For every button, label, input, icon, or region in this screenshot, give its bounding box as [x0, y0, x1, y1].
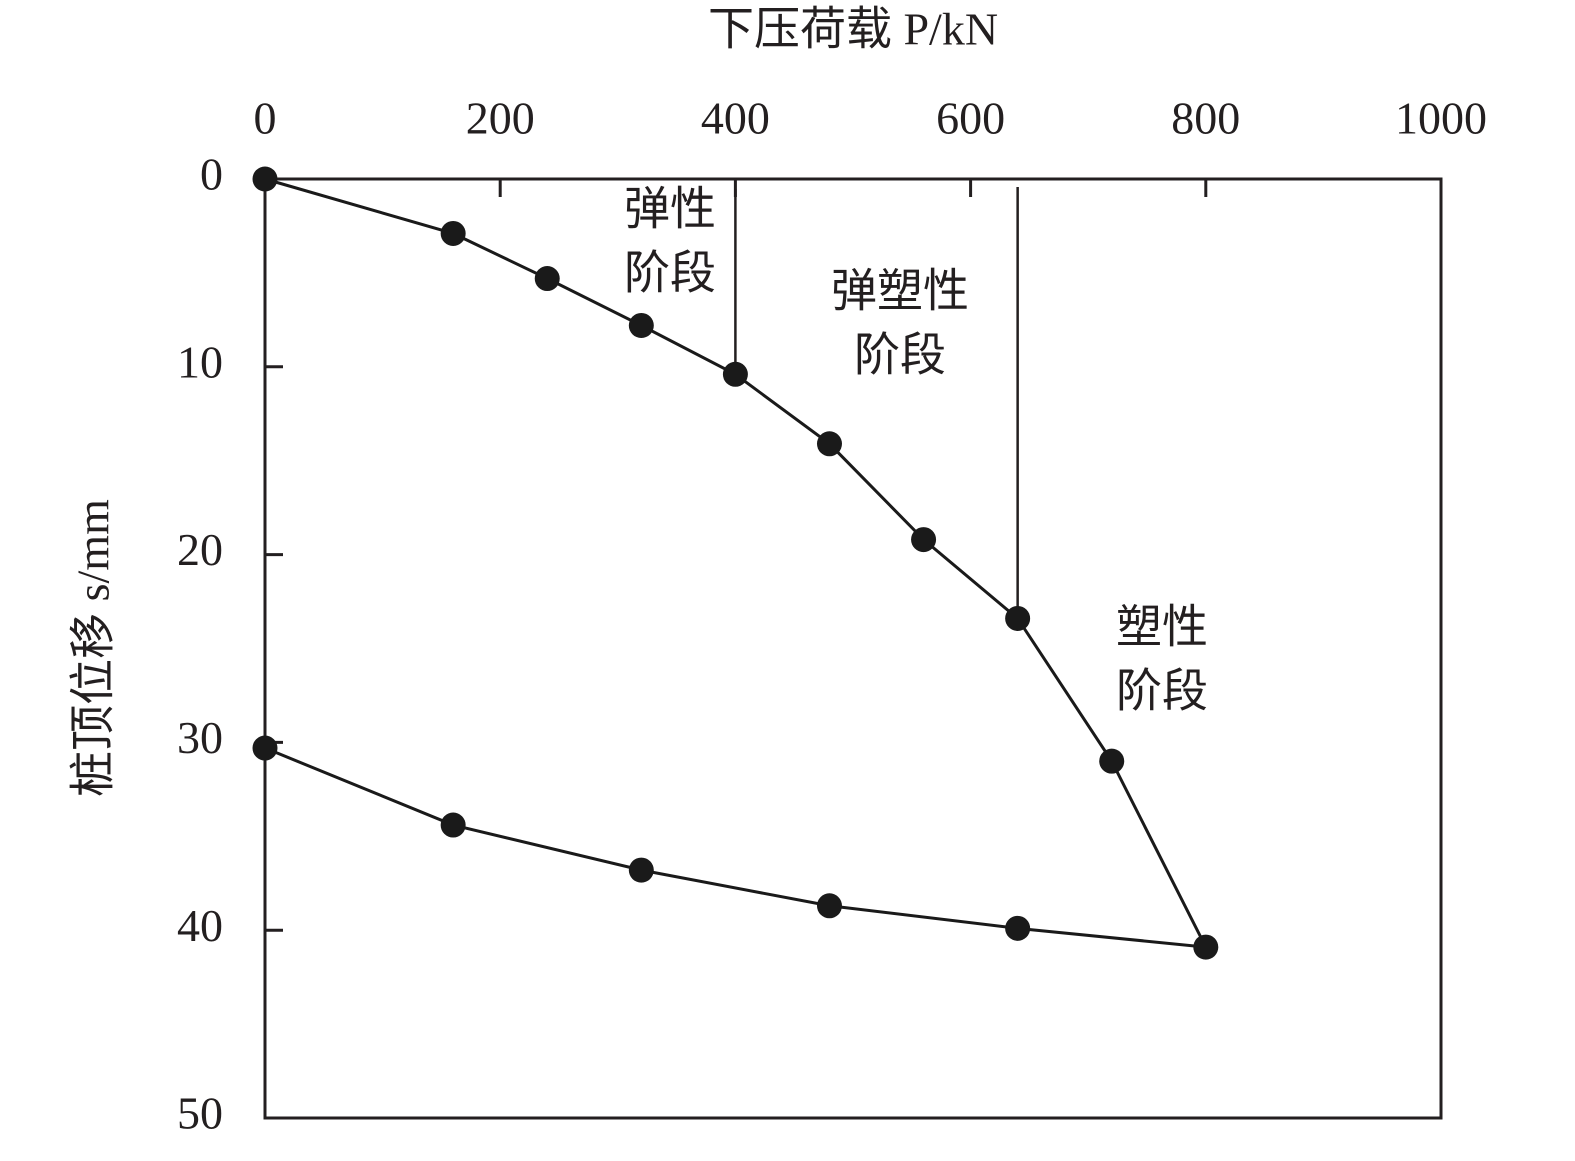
data-point	[252, 166, 278, 192]
x-tick-label: 400	[701, 93, 770, 144]
data-point	[252, 735, 278, 761]
x-tick-label: 200	[466, 93, 535, 144]
x-tick-label: 800	[1171, 93, 1240, 144]
data-point	[911, 527, 937, 553]
data-point	[628, 857, 654, 883]
x-tick-label: 1000	[1395, 93, 1487, 144]
x-tick-label: 0	[254, 93, 277, 144]
data-point	[1005, 915, 1031, 941]
y-tick-label: 30	[177, 712, 223, 763]
plot-frame	[263, 177, 1443, 1120]
phase-label: 阶段	[854, 330, 946, 381]
x-tick-label: 600	[936, 93, 1005, 144]
phase-label: 塑性	[1116, 602, 1208, 653]
y-tick-label: 50	[177, 1088, 223, 1139]
y-tick-label: 20	[177, 524, 223, 575]
data-point	[1005, 605, 1031, 631]
phase-label: 阶段	[1116, 666, 1208, 717]
data-point	[1193, 934, 1219, 960]
data-point	[722, 361, 748, 387]
data-point	[440, 812, 466, 838]
data-point	[816, 431, 842, 457]
data-point	[816, 893, 842, 919]
x-axis-label: 下压荷载 P/kN	[708, 4, 998, 55]
data-point	[534, 266, 560, 292]
phase-label: 弹性	[624, 184, 716, 235]
data-point	[628, 312, 654, 338]
data-point	[440, 220, 466, 246]
y-tick-label: 40	[177, 900, 223, 951]
phase-label: 弹塑性	[831, 266, 969, 317]
phase-label: 阶段	[624, 248, 716, 299]
data-point	[1099, 748, 1125, 774]
y-tick-label: 10	[177, 336, 223, 387]
y-tick-label: 0	[200, 149, 223, 200]
y-axis-label: 桩顶位移 s/mm	[68, 499, 119, 797]
